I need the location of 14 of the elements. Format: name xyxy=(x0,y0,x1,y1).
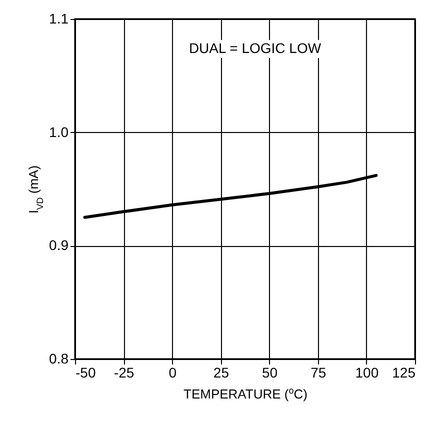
x-tick-label: 75 xyxy=(310,364,326,380)
x-tick-label: -50 xyxy=(76,364,96,380)
x-tick-label: 125 xyxy=(392,364,416,380)
x-tick-label: 0 xyxy=(168,364,177,380)
y-tick-label: 1.1 xyxy=(49,10,69,26)
y-tick-label: 1.0 xyxy=(49,124,69,140)
x-axis-title: TEMPERATURE ($^{o}$C) xyxy=(184,386,308,402)
y-tick-label: 0.9 xyxy=(49,237,69,254)
y-tick-label: 0.8 xyxy=(49,350,69,366)
x-tick-label: 100 xyxy=(355,364,379,380)
annotation: DUAL = LOGIC LOW xyxy=(188,40,322,56)
x-tick-label: 50 xyxy=(262,364,278,380)
x-tick-label: 25 xyxy=(213,364,230,380)
x-tick-label: -25 xyxy=(114,364,134,380)
